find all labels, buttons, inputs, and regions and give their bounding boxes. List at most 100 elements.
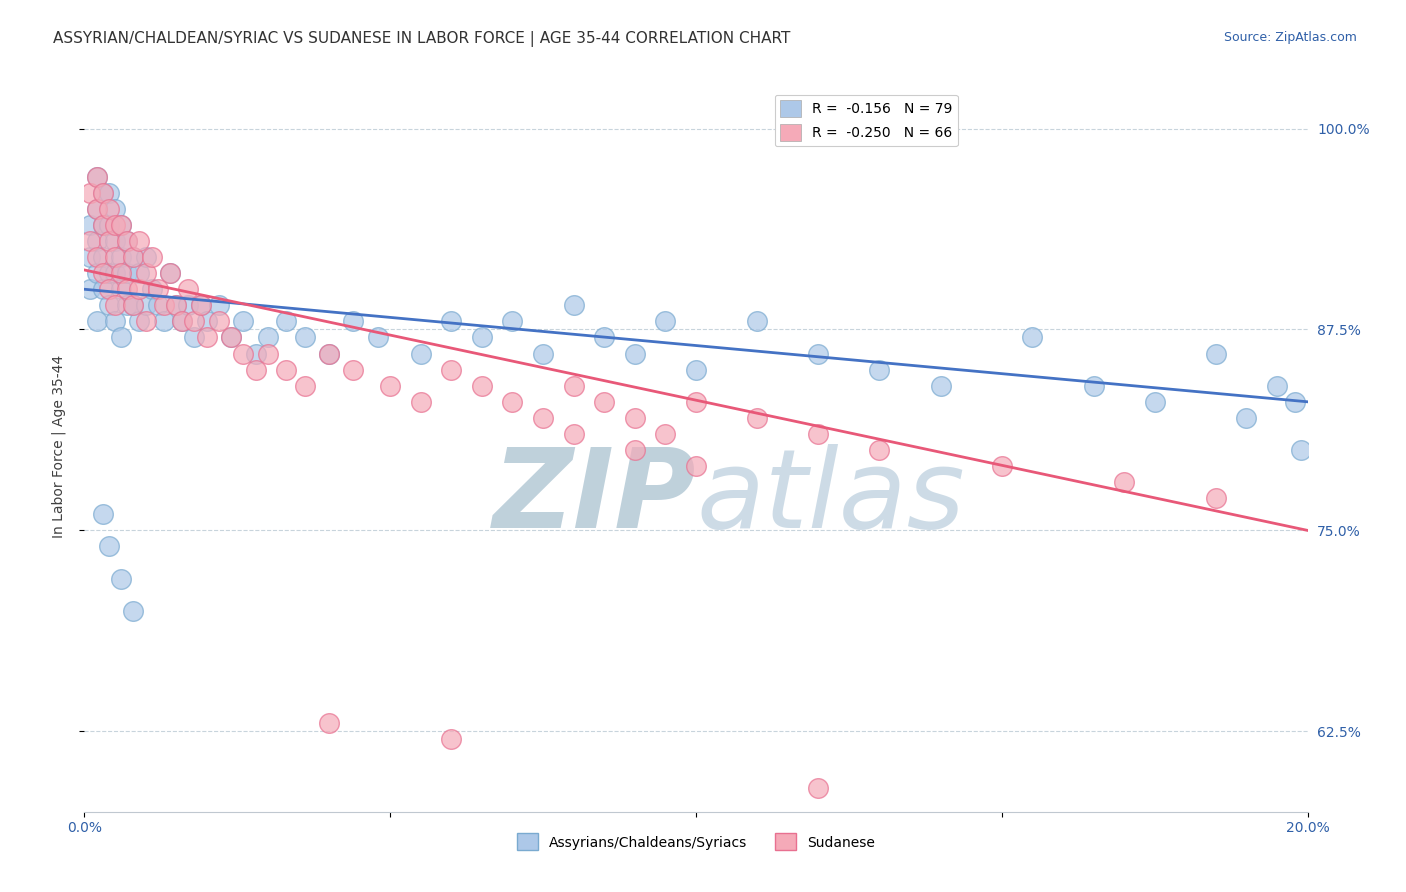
Point xyxy=(104,218,127,232)
Point xyxy=(276,314,298,328)
Text: ASSYRIAN/CHALDEAN/SYRIAC VS SUDANESE IN LABOR FORCE | AGE 35-44 CORRELATION CHAR: ASSYRIAN/CHALDEAN/SYRIAC VS SUDANESE IN … xyxy=(53,31,790,47)
Point xyxy=(122,298,145,312)
Point xyxy=(183,314,205,328)
Point xyxy=(159,266,181,280)
Point xyxy=(91,218,114,232)
Point xyxy=(91,186,114,200)
Point xyxy=(654,426,676,441)
Point xyxy=(110,572,132,586)
Point xyxy=(86,234,108,248)
Point xyxy=(1236,410,1258,425)
Point xyxy=(562,426,585,441)
Legend: Assyrians/Chaldeans/Syriacs, Sudanese: Assyrians/Chaldeans/Syriacs, Sudanese xyxy=(512,828,880,856)
Point xyxy=(409,394,432,409)
Point xyxy=(91,282,114,296)
Point xyxy=(104,202,127,216)
Point xyxy=(1205,491,1227,506)
Point xyxy=(183,330,205,344)
Point xyxy=(195,314,218,328)
Point xyxy=(79,186,101,200)
Point xyxy=(195,330,218,344)
Point xyxy=(1021,330,1043,344)
Point xyxy=(104,314,127,328)
Point xyxy=(135,266,157,280)
Point xyxy=(624,346,647,360)
Point xyxy=(318,346,340,360)
Point xyxy=(593,330,616,344)
Point xyxy=(115,234,138,248)
Text: ZIP: ZIP xyxy=(492,443,696,550)
Point xyxy=(747,410,769,425)
Point xyxy=(110,330,132,344)
Point xyxy=(294,378,316,392)
Point xyxy=(502,314,524,328)
Point xyxy=(86,266,108,280)
Point xyxy=(219,330,242,344)
Point xyxy=(159,266,181,280)
Point xyxy=(471,378,494,392)
Point xyxy=(79,282,101,296)
Point xyxy=(110,266,132,280)
Point xyxy=(110,250,132,264)
Point xyxy=(135,298,157,312)
Point xyxy=(294,330,316,344)
Point xyxy=(807,780,830,795)
Point xyxy=(190,298,212,312)
Point xyxy=(97,282,120,296)
Point xyxy=(104,234,127,248)
Point xyxy=(97,218,120,232)
Point xyxy=(141,282,163,296)
Point xyxy=(177,298,200,312)
Point xyxy=(91,218,114,232)
Point xyxy=(440,732,463,747)
Point xyxy=(257,346,280,360)
Point xyxy=(318,346,340,360)
Point xyxy=(135,250,157,264)
Point xyxy=(367,330,389,344)
Point xyxy=(91,508,114,522)
Point xyxy=(153,298,176,312)
Point xyxy=(624,410,647,425)
Point xyxy=(208,314,231,328)
Point xyxy=(929,378,952,392)
Point xyxy=(86,169,108,184)
Point xyxy=(104,298,127,312)
Point xyxy=(1265,378,1288,392)
Point xyxy=(165,298,187,312)
Point xyxy=(91,266,114,280)
Y-axis label: In Labor Force | Age 35-44: In Labor Force | Age 35-44 xyxy=(52,354,66,538)
Point xyxy=(1114,475,1136,490)
Point xyxy=(97,234,120,248)
Point xyxy=(104,250,127,264)
Point xyxy=(991,459,1014,474)
Point xyxy=(807,426,830,441)
Point xyxy=(440,362,463,376)
Point xyxy=(232,314,254,328)
Point xyxy=(624,443,647,458)
Point xyxy=(593,394,616,409)
Point xyxy=(245,346,267,360)
Point xyxy=(685,459,707,474)
Point xyxy=(97,540,120,554)
Point xyxy=(562,298,585,312)
Point xyxy=(342,362,364,376)
Point xyxy=(654,314,676,328)
Point xyxy=(97,266,120,280)
Point xyxy=(409,346,432,360)
Text: Source: ZipAtlas.com: Source: ZipAtlas.com xyxy=(1223,31,1357,45)
Point xyxy=(1291,443,1313,458)
Point xyxy=(165,298,187,312)
Point xyxy=(318,716,340,731)
Point xyxy=(97,298,120,312)
Point xyxy=(141,250,163,264)
Point xyxy=(869,443,891,458)
Point xyxy=(172,314,194,328)
Point xyxy=(190,298,212,312)
Point xyxy=(1143,394,1166,409)
Text: atlas: atlas xyxy=(696,443,965,550)
Point xyxy=(257,330,280,344)
Point xyxy=(1205,346,1227,360)
Point xyxy=(122,298,145,312)
Point xyxy=(1284,394,1306,409)
Point xyxy=(135,314,157,328)
